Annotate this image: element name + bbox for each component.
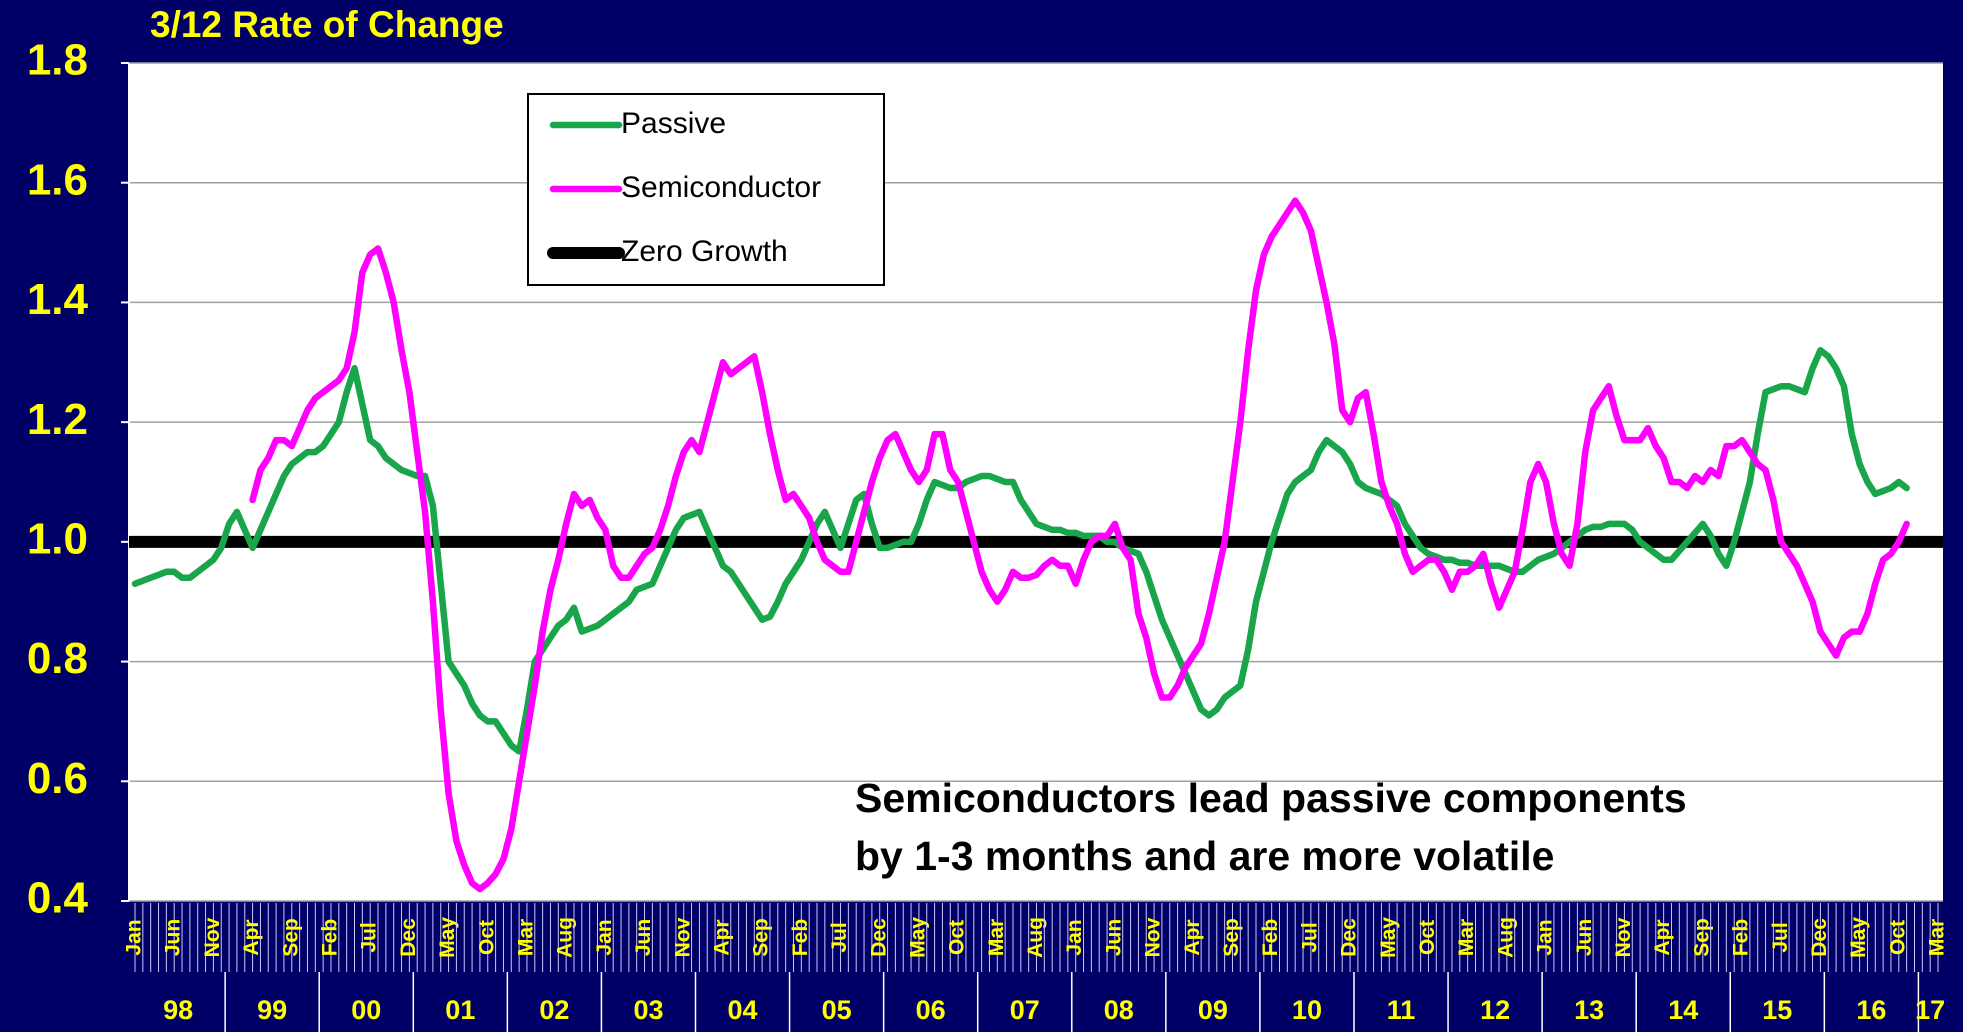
year-label: 98 [163,995,193,1025]
x-tick-label: Jul [1298,922,1321,952]
year-label: 03 [633,995,663,1025]
year-label: 12 [1480,995,1510,1025]
x-tick-label: Nov [201,917,224,957]
x-tick-label: Apr [710,919,733,955]
x-tick-label: Dec [1808,918,1831,957]
x-tick-label: Mar [1926,919,1949,956]
x-tick-label: May [436,917,459,958]
x-tick-label: Nov [671,917,694,957]
year-label: 99 [257,995,287,1025]
x-tick-label: Nov [1142,917,1165,957]
year-label: 02 [539,995,569,1025]
x-tick-label: Nov [1612,917,1635,957]
x-tick-label: Jun [1573,919,1596,956]
x-tick-label: Sep [750,918,773,957]
x-tick-label: Jun [162,919,185,956]
legend-label: Semiconductor [621,171,821,204]
x-tick-label: May [1847,917,1870,958]
annotation: Semiconductors lead passive components [855,775,1687,821]
x-tick-label: Mar [515,919,538,956]
x-tick-label: Feb [1730,919,1753,956]
year-label: 05 [822,995,852,1025]
year-label: 08 [1104,995,1134,1025]
x-tick-label: Jun [632,919,655,956]
y-tick-label: 1.0 [27,514,88,563]
series-line [131,347,1910,755]
x-tick-label: Dec [867,918,890,957]
x-tick-label: Jan [593,919,616,955]
x-tick-label: Mar [1455,919,1478,956]
year-label: 15 [1762,995,1792,1025]
plot-area [129,63,1943,901]
x-tick-label: Sep [1220,918,1243,957]
x-tick-label: Oct [1886,920,1909,955]
x-tick-label: Apr [1181,919,1204,955]
x-tick-label: Apr [240,919,263,955]
x-tick-label: Jul [828,922,851,952]
x-tick-label: Jan [123,919,146,955]
x-tick-label: May [906,917,929,958]
year-label: 14 [1668,995,1698,1025]
year-label: 11 [1387,995,1416,1025]
x-tick-label: Oct [946,920,969,955]
chart-title: 3/12 Rate of Change [150,4,504,45]
x-tick-label: Feb [1259,919,1282,956]
y-tick-label: 1.6 [27,155,88,204]
y-tick-label: 1.8 [27,36,88,85]
year-label: 10 [1292,995,1322,1025]
year-label: 07 [1010,995,1040,1025]
x-tick-label: Oct [475,920,498,955]
y-tick-label: 1.4 [27,275,89,324]
y-tick-label: 0.4 [27,874,89,923]
x-tick-label: Jan [1534,919,1557,955]
year-label: 16 [1856,995,1886,1025]
x-tick-label: Feb [319,919,342,956]
y-tick-label: 1.2 [27,395,88,444]
x-tick-label: Sep [279,918,302,957]
x-tick-label: Aug [554,917,577,958]
y-tick-label: 0.8 [27,634,88,683]
x-tick-label: Jul [358,922,381,952]
year-label: 09 [1198,995,1228,1025]
year-label: 00 [351,995,381,1025]
x-tick-label: Aug [1024,917,1047,958]
legend-label: Passive [621,107,726,140]
legend-label: Zero Growth [621,235,788,268]
year-label: 17 [1915,995,1945,1025]
annotation: by 1-3 months and are more volatile [855,833,1554,879]
x-tick-label: May [1377,917,1400,958]
year-label: 01 [445,995,475,1025]
x-tick-label: Sep [1690,918,1713,957]
year-label: 06 [916,995,946,1025]
x-tick-label: Aug [1494,917,1517,958]
x-tick-label: Oct [1416,920,1439,955]
x-tick-label: Mar [985,919,1008,956]
x-tick-label: Jul [1769,922,1792,952]
x-tick-label: Dec [397,918,420,957]
series-line [249,197,1910,893]
y-tick-label: 0.6 [27,754,88,803]
x-tick-label: Dec [1338,918,1361,957]
year-label: 13 [1574,995,1604,1025]
x-tick-label: Jan [1063,919,1086,955]
x-tick-label: Jun [1102,919,1125,956]
year-label: 04 [728,995,758,1025]
x-tick-label: Feb [789,919,812,956]
x-tick-label: Apr [1651,919,1674,955]
